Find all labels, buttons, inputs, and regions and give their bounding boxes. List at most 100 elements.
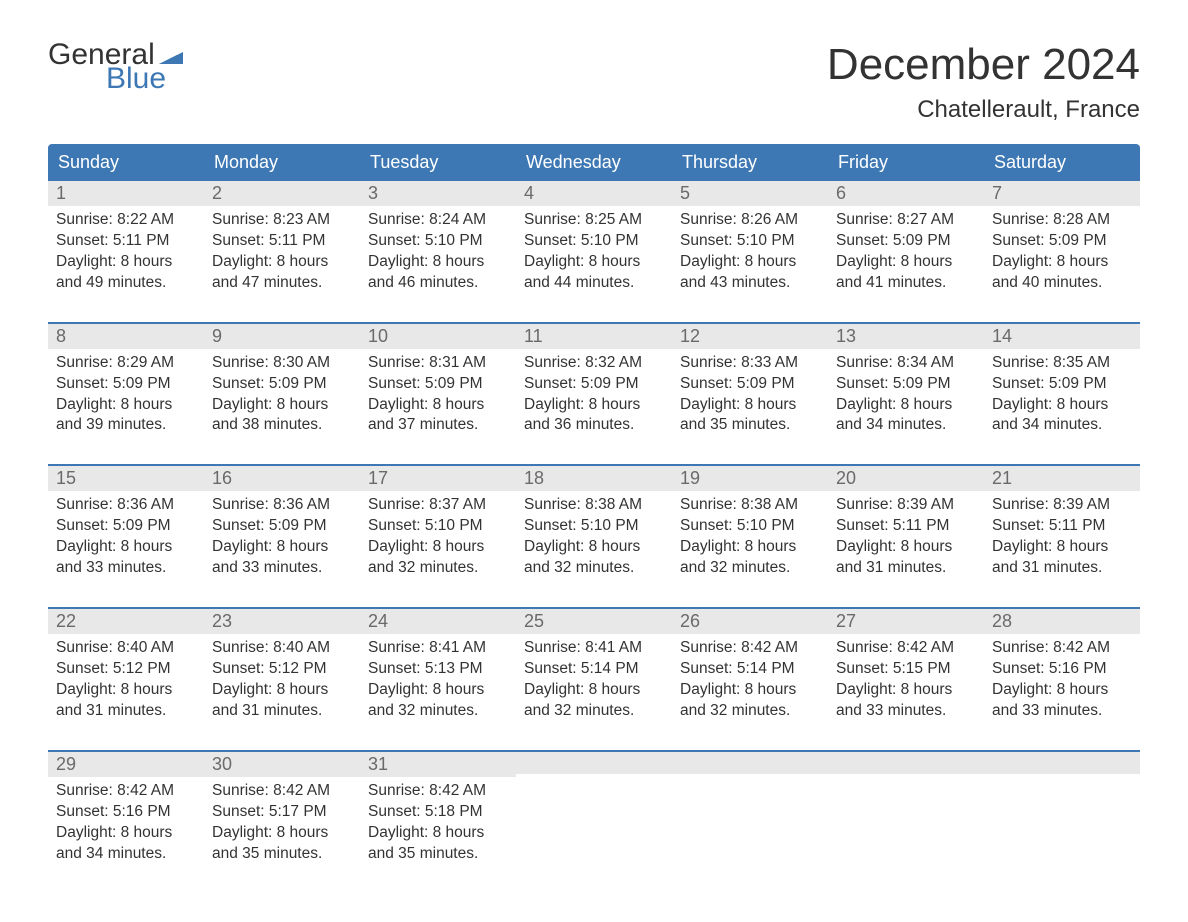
day-sunrise: Sunrise: 8:40 AM <box>56 638 196 659</box>
day-cell: 3Sunrise: 8:24 AMSunset: 5:10 PMDaylight… <box>360 181 516 312</box>
day-cell: 18 Sunrise: 8:38 AMSunset: 5:10 PMDayligh… <box>516 466 672 597</box>
day-sunrise: Sunrise: 8:39 AM <box>992 495 1132 516</box>
day-number: 29 <box>56 754 76 774</box>
day-d2: and 33 minutes. <box>212 558 352 579</box>
day-number: 30 <box>212 754 232 774</box>
day-cell: 9Sunrise: 8:30 AMSunset: 5:09 PMDaylight… <box>204 324 360 455</box>
day-sunset: Sunset: 5:10 PM <box>524 516 664 537</box>
day-sunset: Sunset: 5:09 PM <box>368 374 508 395</box>
day-number: 19 <box>680 468 700 488</box>
day-sunset: Sunset: 5:09 PM <box>56 516 196 537</box>
day-sunset: Sunset: 5:12 PM <box>56 659 196 680</box>
day-d1: Daylight: 8 hours <box>836 252 976 273</box>
day-body: Sunrise: 8:36 AMSunset: 5:09 PMDaylight:… <box>204 491 360 597</box>
day-number: 13 <box>836 326 856 346</box>
day-number: 3 <box>368 183 378 203</box>
day-header-cell: Wednesday <box>516 144 672 181</box>
day-cell: 21Sunrise: 8:39 AMSunset: 5:11 PMDayligh… <box>984 466 1140 597</box>
day-d1: Daylight: 8 hours <box>524 680 664 701</box>
day-number: 21 <box>992 468 1012 488</box>
header: General Blue December 2024 Chatellerault… <box>48 40 1140 124</box>
day-d1: Daylight: 8 hours <box>680 537 820 558</box>
day-number: 28 <box>992 611 1012 631</box>
day-d2: and 35 minutes. <box>368 844 508 865</box>
day-d1: Daylight: 8 hours <box>212 680 352 701</box>
day-sunset: Sunset: 5:14 PM <box>680 659 820 680</box>
calendar: SundayMondayTuesdayWednesdayThursdayFrid… <box>48 144 1140 882</box>
day-d1: Daylight: 8 hours <box>212 395 352 416</box>
day-sunset: Sunset: 5:11 PM <box>56 231 196 252</box>
title-block: December 2024 Chatellerault, France <box>827 40 1140 124</box>
day-cell: 20Sunrise: 8:39 AMSunset: 5:11 PMDayligh… <box>828 466 984 597</box>
day-number: 8 <box>56 326 66 346</box>
day-header-cell: Tuesday <box>360 144 516 181</box>
day-sunrise: Sunrise: 8:26 AM <box>680 210 820 231</box>
day-sunset: Sunset: 5:16 PM <box>56 802 196 823</box>
day-number: 24 <box>368 611 388 631</box>
day-sunrise: Sunrise: 8:38 AM <box>680 495 820 516</box>
day-number: 5 <box>680 183 690 203</box>
day-sunset: Sunset: 5:12 PM <box>212 659 352 680</box>
day-d1: Daylight: 8 hours <box>368 395 508 416</box>
day-header-cell: Sunday <box>48 144 204 181</box>
day-number: 18 <box>524 468 544 488</box>
day-number: 25 <box>524 611 544 631</box>
day-sunrise: Sunrise: 8:39 AM <box>836 495 976 516</box>
day-cell: 2Sunrise: 8:23 AMSunset: 5:11 PMDaylight… <box>204 181 360 312</box>
day-cell: 1Sunrise: 8:22 AMSunset: 5:11 PMDaylight… <box>48 181 204 312</box>
day-sunrise: Sunrise: 8:28 AM <box>992 210 1132 231</box>
day-d1: Daylight: 8 hours <box>212 252 352 273</box>
day-d2: and 36 minutes. <box>524 415 664 436</box>
day-cell: 23Sunrise: 8:40 AMSunset: 5:12 PMDayligh… <box>204 609 360 740</box>
day-number: 6 <box>836 183 846 203</box>
day-body: Sunrise: 8:42 AMSunset: 5:16 PMDaylight:… <box>984 634 1140 740</box>
day-cell <box>984 752 1140 883</box>
day-d2: and 34 minutes. <box>836 415 976 436</box>
day-d2: and 38 minutes. <box>212 415 352 436</box>
day-d1: Daylight: 8 hours <box>524 395 664 416</box>
week-row: 22Sunrise: 8:40 AMSunset: 5:12 PMDayligh… <box>48 607 1140 740</box>
day-sunrise: Sunrise: 8:31 AM <box>368 353 508 374</box>
day-number: 15 <box>56 468 76 488</box>
day-number: 27 <box>836 611 856 631</box>
day-d2: and 32 minutes. <box>680 701 820 722</box>
day-header-cell: Monday <box>204 144 360 181</box>
day-d1: Daylight: 8 hours <box>836 537 976 558</box>
day-sunrise: Sunrise: 8:27 AM <box>836 210 976 231</box>
day-d2: and 31 minutes. <box>836 558 976 579</box>
day-sunrise: Sunrise: 8:30 AM <box>212 353 352 374</box>
day-number: 9 <box>212 326 222 346</box>
day-number: 22 <box>56 611 76 631</box>
day-header-cell: Thursday <box>672 144 828 181</box>
day-sunrise: Sunrise: 8:37 AM <box>368 495 508 516</box>
day-d2: and 47 minutes. <box>212 273 352 294</box>
day-sunrise: Sunrise: 8:35 AM <box>992 353 1132 374</box>
day-sunset: Sunset: 5:10 PM <box>680 231 820 252</box>
day-sunrise: Sunrise: 8:41 AM <box>524 638 664 659</box>
day-body: Sunrise: 8:23 AMSunset: 5:11 PMDaylight:… <box>204 206 360 312</box>
day-sunrise: Sunrise: 8:38 AM <box>524 495 664 516</box>
day-cell: 8Sunrise: 8:29 AMSunset: 5:09 PMDaylight… <box>48 324 204 455</box>
day-sunrise: Sunrise: 8:42 AM <box>680 638 820 659</box>
day-body: Sunrise: 8:38 AMSunset: 5:10 PMDaylight:… <box>516 491 672 597</box>
day-body: Sunrise: 8:33 AMSunset: 5:09 PMDaylight:… <box>672 349 828 455</box>
day-sunset: Sunset: 5:18 PM <box>368 802 508 823</box>
day-d1: Daylight: 8 hours <box>368 680 508 701</box>
day-body: Sunrise: 8:42 AMSunset: 5:18 PMDaylight:… <box>360 777 516 883</box>
day-sunrise: Sunrise: 8:25 AM <box>524 210 664 231</box>
day-number: 7 <box>992 183 1002 203</box>
day-number: 1 <box>56 183 66 203</box>
day-sunrise: Sunrise: 8:32 AM <box>524 353 664 374</box>
week-row: 1Sunrise: 8:22 AMSunset: 5:11 PMDaylight… <box>48 181 1140 312</box>
day-body: Sunrise: 8:32 AMSunset: 5:09 PMDaylight:… <box>516 349 672 455</box>
day-sunset: Sunset: 5:09 PM <box>992 231 1132 252</box>
day-cell: 26Sunrise: 8:42 AMSunset: 5:14 PMDayligh… <box>672 609 828 740</box>
day-sunset: Sunset: 5:09 PM <box>56 374 196 395</box>
day-sunset: Sunset: 5:15 PM <box>836 659 976 680</box>
day-cell: 19Sunrise: 8:38 AMSunset: 5:10 PMDayligh… <box>672 466 828 597</box>
day-sunrise: Sunrise: 8:42 AM <box>368 781 508 802</box>
day-cell: 25Sunrise: 8:41 AMSunset: 5:14 PMDayligh… <box>516 609 672 740</box>
day-sunrise: Sunrise: 8:40 AM <box>212 638 352 659</box>
day-cell: 10Sunrise: 8:31 AMSunset: 5:09 PMDayligh… <box>360 324 516 455</box>
day-d2: and 32 minutes. <box>368 558 508 579</box>
